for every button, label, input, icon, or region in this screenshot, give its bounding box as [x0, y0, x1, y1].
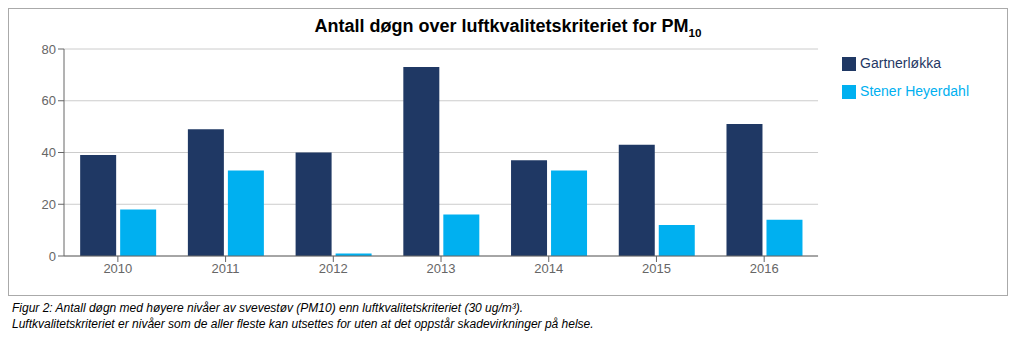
html-text:Stener Heyerdahl: Stener Heyerdahl — [860, 83, 969, 99]
svg-text:2016: 2016 — [750, 261, 779, 276]
svg-text:2011: 2011 — [212, 261, 240, 276]
svg-text:20: 20 — [42, 197, 56, 212]
svg-text:40: 40 — [42, 145, 56, 160]
html-text:Gartnerløkka: Gartnerløkka — [860, 55, 941, 71]
svg-text:80: 80 — [42, 42, 56, 57]
svg-text:60: 60 — [42, 93, 56, 108]
html-text:Luftkvalitetskriteriet er nivå: Luftkvalitetskriteriet er nivåer som de … — [12, 317, 594, 331]
svg-text:2014: 2014 — [534, 261, 563, 276]
svg-text:0: 0 — [49, 249, 56, 264]
svg-text:2015: 2015 — [642, 261, 671, 276]
svg-text:2012: 2012 — [319, 261, 348, 276]
html-text:Figur 2: Antall døgn med høyer: Figur 2: Antall døgn med høyere nivåer a… — [12, 301, 524, 315]
svg-text:2013: 2013 — [427, 261, 456, 276]
svg-text:2010: 2010 — [103, 261, 132, 276]
html-text:Antall døgn over luftkvalitets: Antall døgn over luftkvalitetskriteriet … — [314, 16, 702, 39]
